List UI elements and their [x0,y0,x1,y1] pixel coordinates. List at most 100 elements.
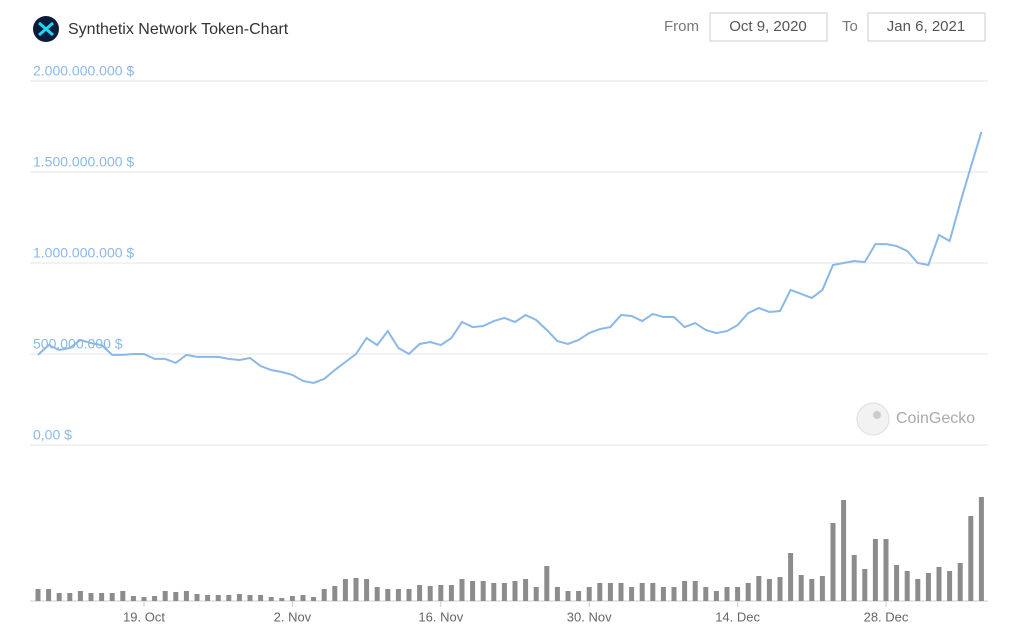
watermark-eye [873,411,881,419]
volume-bar [735,587,741,601]
volume-bar [756,576,762,601]
watermark-icon [856,402,890,436]
volume-bar [417,585,423,601]
volume-bar [915,579,921,601]
volume-bar [978,497,984,601]
volume-bar [120,591,126,601]
from-label: From [664,18,699,35]
volume-bar [947,571,953,601]
volume-bar [491,583,497,601]
x-tick-label: 30. Nov [567,609,612,624]
volume-bar [247,595,253,601]
x-tick-label: 2. Nov [274,609,312,624]
volume-bar [342,579,348,601]
volume-bar [501,583,507,601]
volume-bar [56,593,62,601]
volume-bar [459,579,465,601]
volume-bar [809,579,815,601]
volume-bar [650,583,656,601]
volume-bar [311,597,317,601]
volume-bar [766,579,772,601]
volume-bar [872,539,878,601]
volume-bar [99,593,105,601]
volume-bar [523,579,529,601]
volume-bar [321,589,327,601]
volume-bar [682,581,688,601]
volume-bar [851,555,857,601]
volume-bar [554,587,560,601]
volume-bar [438,585,444,601]
volume-bar [480,581,486,601]
volume-bar [629,587,635,601]
to-value[interactable]: Jan 6, 2021 [887,18,965,35]
to-input[interactable] [867,12,986,42]
from-value[interactable]: Oct 9, 2020 [729,18,807,35]
volume-bar [374,587,380,601]
volume-bar [862,569,868,601]
volume-bar [173,592,179,601]
x-tick-label: 14. Dec [715,609,760,624]
y-tick-label: 1.500.000.000 $ [33,154,134,170]
volume-bar [183,591,189,601]
volume-bar [289,596,295,601]
volume-bar [470,581,476,601]
volume-bar [130,596,136,601]
volume-bar [194,594,200,601]
volume-bar [236,594,242,601]
volume-bar [332,586,338,601]
volume-bar [565,591,571,601]
volume-bar [745,583,751,601]
volume-bar [512,581,518,601]
volume-bar [109,593,115,601]
volume-bar [215,595,221,601]
volume-bar [883,539,889,601]
volume-bar [448,585,454,601]
volume-bar [205,595,211,601]
price-line [37,131,983,384]
volume-bar [671,587,677,601]
volume-bar [353,578,359,601]
volume-bar [639,583,645,601]
volume-bar [713,591,719,601]
x-tick-label: 19. Oct [123,609,165,624]
volume-bar [607,583,613,601]
volume-bar [692,581,698,601]
volume-bar [830,523,836,601]
volume-bar [67,593,73,601]
volume-bar [385,589,391,601]
volume-bar [904,571,910,601]
volume-bar [35,589,41,601]
volume-bar [226,595,232,601]
volume-bar [957,563,963,601]
volume-bar [968,516,974,601]
volume-bar [268,597,274,601]
volume-bar [395,589,401,601]
volume-bar [533,587,539,601]
y-tick-label: 0,00 $ [33,427,72,443]
volume-bar [279,598,285,601]
y-tick-label: 1.000.000.000 $ [33,245,134,261]
volume-bar [544,566,550,601]
volume-bar [88,593,94,601]
y-tick-label: 500.000.000 $ [33,336,123,352]
volume-bar [406,589,412,601]
y-tick-label: 2.000.000.000 $ [33,63,134,79]
volume-bar [364,579,370,601]
volume-bar [777,577,783,601]
volume-bar [576,591,582,601]
volume-bar [936,567,942,601]
x-tick-label: 28. Dec [864,609,909,624]
volume-bar [841,500,847,601]
volume-bar [300,595,306,601]
volume-bar [925,573,931,601]
volume-bar [788,553,794,601]
volume-bar [819,576,825,601]
volume-bar [141,597,147,601]
from-input[interactable] [709,12,828,42]
volume-bar [586,587,592,601]
volume-bar [894,565,900,601]
to-label: To [842,18,858,35]
x-tick-label: 16. Nov [418,609,463,624]
volume-bar [77,591,83,601]
